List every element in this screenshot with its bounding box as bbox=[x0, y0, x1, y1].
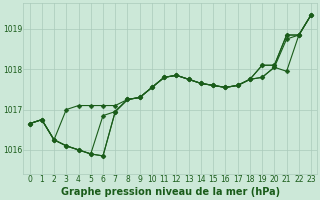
X-axis label: Graphe pression niveau de la mer (hPa): Graphe pression niveau de la mer (hPa) bbox=[61, 187, 280, 197]
